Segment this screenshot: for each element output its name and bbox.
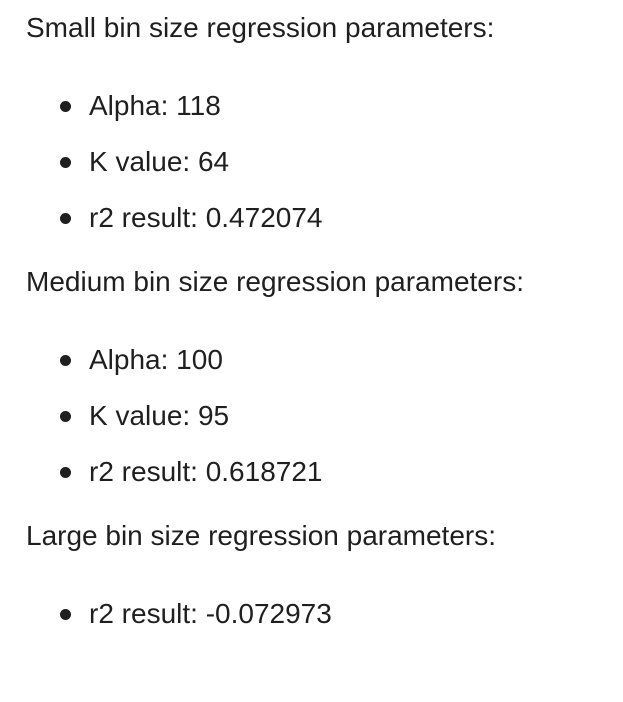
list-item: r2 result: 0.472074 bbox=[26, 202, 616, 234]
list-item: K value: 95 bbox=[26, 400, 616, 432]
list-item: r2 result: -0.072973 bbox=[26, 598, 616, 630]
large-bin-heading: Large bin size regression parameters: bbox=[26, 520, 497, 551]
param-text: K value: 64 bbox=[89, 146, 230, 177]
param-text: K value: 95 bbox=[89, 400, 230, 431]
medium-bin-param-list: Alpha: 100 K value: 95 r2 result: 0.6187… bbox=[26, 344, 616, 488]
list-item: Alpha: 100 bbox=[26, 344, 616, 376]
bullet-icon bbox=[60, 157, 71, 168]
list-item: r2 result: 0.618721 bbox=[26, 456, 616, 488]
bullet-icon bbox=[60, 101, 71, 112]
small-bin-param-list: Alpha: 118 K value: 64 r2 result: 0.4720… bbox=[26, 90, 616, 234]
bullet-icon bbox=[60, 609, 71, 620]
bullet-icon bbox=[60, 355, 71, 366]
list-item: K value: 64 bbox=[26, 146, 616, 178]
document-body: Small bin size regression parameters: Al… bbox=[26, 0, 616, 630]
medium-bin-heading: Medium bin size regression parameters: bbox=[26, 266, 524, 297]
param-text: r2 result: 0.618721 bbox=[89, 456, 323, 487]
param-text: r2 result: 0.472074 bbox=[89, 202, 323, 233]
bullet-icon bbox=[60, 467, 71, 478]
bullet-icon bbox=[60, 411, 71, 422]
param-text: Alpha: 100 bbox=[89, 344, 223, 375]
param-text: r2 result: -0.072973 bbox=[89, 598, 332, 629]
large-bin-param-list: r2 result: -0.072973 bbox=[26, 598, 616, 630]
bullet-icon bbox=[60, 213, 71, 224]
small-bin-heading: Small bin size regression parameters: bbox=[26, 12, 495, 43]
param-text: Alpha: 118 bbox=[89, 90, 221, 121]
list-item: Alpha: 118 bbox=[26, 90, 616, 122]
